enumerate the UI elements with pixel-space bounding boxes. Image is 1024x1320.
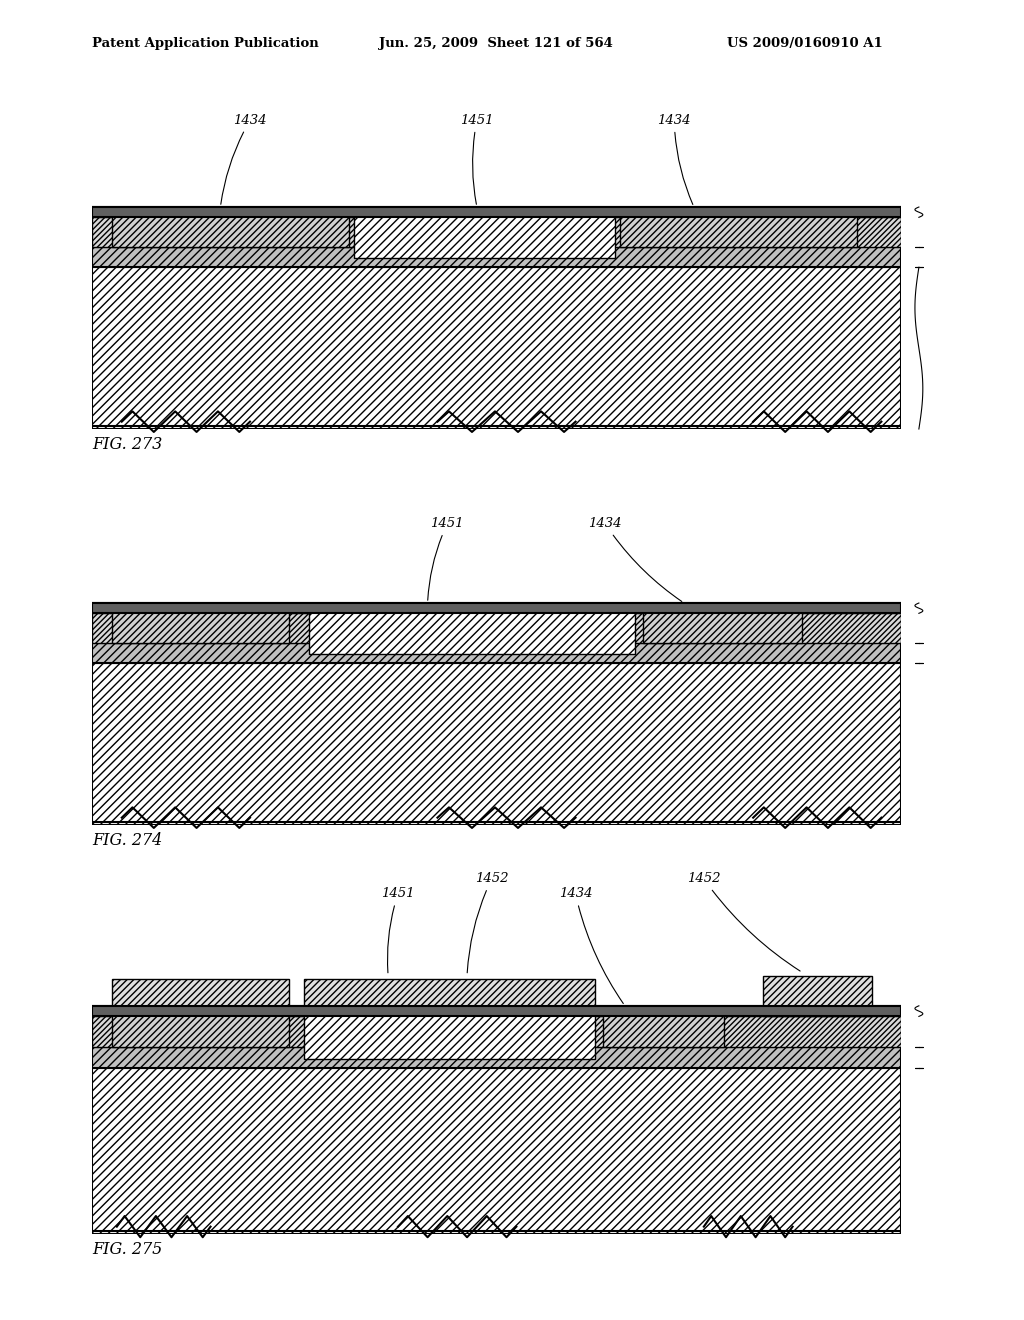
Bar [92, 603, 901, 614]
Bar [112, 210, 348, 247]
Text: 1434: 1434 [589, 517, 682, 602]
Bar [112, 1008, 290, 1047]
Text: 1452: 1452 [687, 873, 800, 972]
Text: 1434: 1434 [221, 114, 267, 205]
Bar [92, 614, 901, 643]
Bar [92, 1006, 901, 1016]
Bar [92, 664, 901, 825]
Bar [92, 207, 901, 218]
Bar [112, 978, 290, 1008]
Bar [620, 210, 857, 247]
Text: Jun. 25, 2009  Sheet 121 of 564: Jun. 25, 2009 Sheet 121 of 564 [379, 37, 612, 50]
Bar [353, 210, 615, 259]
Bar [92, 603, 901, 614]
Text: 1434: 1434 [559, 887, 624, 1003]
Bar [92, 1047, 901, 1068]
Text: US 2009/0160910 A1: US 2009/0160910 A1 [727, 37, 883, 50]
Text: 1451: 1451 [460, 114, 494, 205]
Bar [92, 267, 901, 429]
Bar [763, 975, 871, 1016]
Bar [309, 606, 635, 655]
Bar [92, 218, 901, 247]
Bar [304, 1008, 595, 1059]
Bar [92, 1006, 901, 1016]
Bar [92, 207, 901, 218]
Bar [92, 1016, 901, 1047]
Text: 1434: 1434 [657, 114, 693, 205]
Bar [92, 1068, 901, 1234]
Bar [112, 606, 290, 643]
Bar [643, 606, 803, 643]
Bar [92, 247, 901, 267]
Text: FIG. 273: FIG. 273 [92, 436, 163, 453]
Bar [304, 978, 595, 1008]
Text: Patent Application Publication: Patent Application Publication [92, 37, 318, 50]
Text: 1452: 1452 [467, 873, 509, 973]
Bar [603, 1008, 724, 1047]
Text: FIG. 274: FIG. 274 [92, 832, 163, 849]
Text: 1451: 1451 [428, 517, 464, 601]
Bar [92, 643, 901, 664]
Text: FIG. 275: FIG. 275 [92, 1241, 163, 1258]
Text: 1451: 1451 [381, 887, 415, 973]
